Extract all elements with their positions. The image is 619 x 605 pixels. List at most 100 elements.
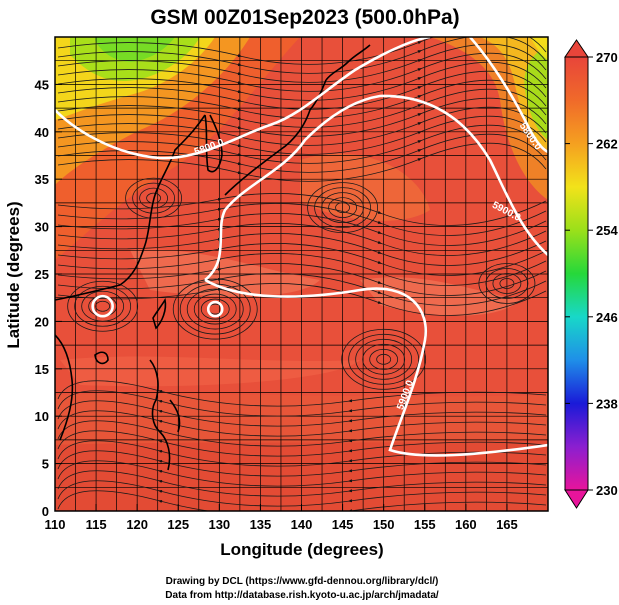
colorbar-tick-label: 262 [596,137,618,152]
temperature-shading-region [530,37,548,60]
y-tick-label: 10 [35,409,49,424]
coastline [94,351,109,365]
colorbar: 230 238 246 254 262 270 [564,39,618,509]
x-tick-label: 165 [496,517,518,532]
colorbar-tick-label: 246 [596,310,618,325]
colorbar-tick-label: 238 [596,396,618,411]
streamline-vortex-ring [200,298,230,320]
colorbar-ticks: 230 238 246 254 262 270 [565,50,618,498]
streamline-vortex-ring [355,338,413,380]
streamline-vortex-ring [139,187,169,209]
streamline-vortex-ring [369,348,399,370]
y-tick-label: 20 [35,314,49,329]
streamline [57,283,547,316]
streamline-vortex-ring [341,328,427,390]
colorbar-min-arrow [564,489,589,509]
streamline-vortex-ring [492,273,522,294]
streamline-vortex-ring [348,333,420,385]
x-tick-label: 130 [208,517,230,532]
y-axis-label: Latitude (degrees) [4,201,23,348]
streamline-vortex-ring [193,293,237,325]
temperature-shading-region [60,356,360,387]
x-tick-label: 120 [126,517,148,532]
wind-streamlines [57,37,547,511]
streamline-vortex-ring [376,353,392,365]
x-tick-label: 110 [45,517,66,532]
streamline [57,223,547,256]
streamline [57,490,547,511]
streamline [57,233,547,266]
typhoon-markers [91,294,224,318]
x-tick-label: 125 [167,517,189,532]
streamline-vortex-ring [314,187,371,229]
x-tick-label: 145 [332,517,354,532]
y-tick-label: 5 [42,457,49,472]
x-tick-label: 150 [373,517,395,532]
colorbar-max-arrow [564,39,589,58]
typhoon-center-marker [91,294,114,318]
coastline [204,114,223,173]
y-tick-label: 15 [35,362,49,377]
coastlines [55,44,371,471]
y-tick-label: 0 [42,504,49,519]
temperature-shading-region [524,45,548,140]
coastline [169,399,181,433]
streamline-vortex-ring [67,280,139,332]
streamline-vortex-ring [172,278,258,340]
streamline-vortex-ring [335,202,350,214]
streamline-vortex-ring [125,177,183,219]
streamline-vortex-ring [74,285,132,327]
streamline [57,253,547,286]
x-tick-label: 115 [86,517,107,532]
height-contour-line [469,37,548,154]
streamline-vortex-ring [186,288,244,330]
streamline-vortex-ring [478,263,536,304]
x-tick-label: 135 [250,517,272,532]
credit-line-2: Data from http://database.rish.kyoto-u.a… [165,590,439,601]
x-axis-ticks: 110 115 120 125 130 135 140 145 150 155 160 165 [45,504,518,532]
x-tick-label: 160 [455,517,477,532]
streamline-vortex-ring [81,290,125,322]
streamline [57,273,547,306]
y-tick-label: 35 [35,172,49,187]
coastline [152,297,167,330]
x-tick-label: 155 [414,517,436,532]
coastline [55,114,206,301]
coastline [149,359,171,471]
credit-line-1: Drawing by DCL (https://www.gfd-dennou.o… [166,576,439,587]
streamline-vortex-ring [485,268,529,299]
y-axis-ticks: 0 5 10 15 20 25 30 35 40 45 [35,77,62,519]
y-tick-label: 45 [35,77,49,92]
streamline-vortex-ring [362,343,406,375]
y-tick-label: 40 [35,125,49,140]
height-contour-line [204,94,548,282]
streamline [57,263,547,296]
colorbar-tick-label: 230 [596,483,618,498]
typhoon-center-marker [206,300,224,318]
y-tick-label: 25 [35,267,49,282]
colorbar-body [564,56,589,491]
streamline [57,213,547,246]
temperature-shading-region [360,277,520,316]
x-axis-label: Longitude (degrees) [220,540,383,559]
streamline [57,193,547,226]
coastline [55,334,74,441]
height-contour-line [55,37,431,160]
map-title: GSM 00Z01Sep2023 (500.0hPa) [150,6,459,29]
colorbar-tick-label: 270 [596,50,618,65]
streamline-vortex-ring [321,192,364,224]
y-tick-label: 30 [35,220,49,235]
streamline-vortex-ring [328,197,357,219]
streamline-vortex-ring [132,182,176,214]
streamline-vortex-ring [499,278,515,289]
streamline [57,203,547,236]
streamline [57,142,547,182]
streamline-vortex-ring [307,182,378,234]
x-tick-label: 140 [291,517,313,532]
colorbar-tick-label: 254 [596,223,618,238]
streamline-vortex-ring [95,300,111,312]
height-contour-line [204,278,548,457]
streamline [57,243,547,276]
